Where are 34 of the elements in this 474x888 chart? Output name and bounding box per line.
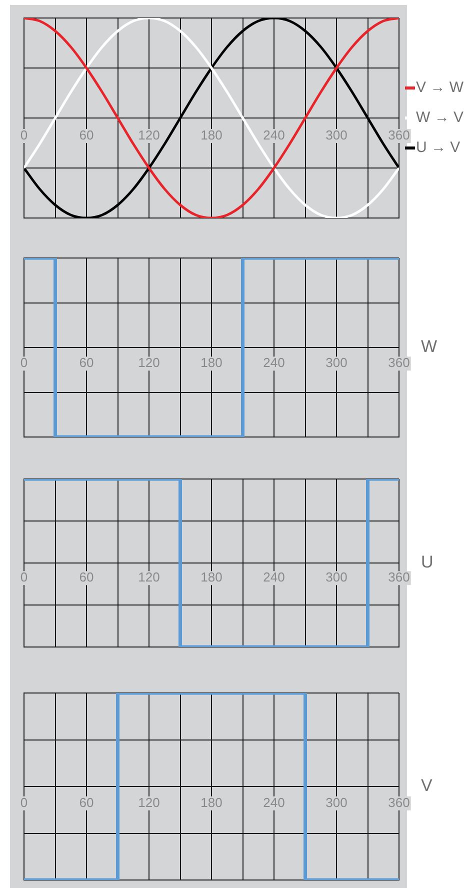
x-tick-label: 300: [326, 794, 348, 810]
x-tick-label: 60: [79, 355, 94, 370]
x-tick-label: 120: [138, 128, 160, 143]
x-tick-label: 60: [79, 128, 94, 143]
text: W: [421, 337, 438, 356]
x-tick-label: 180: [200, 794, 222, 810]
x-tick-label: 360: [388, 794, 410, 810]
x-tick-label: 60: [79, 570, 94, 585]
x-tick-label: 0: [20, 128, 28, 143]
x-tick-label: 360: [388, 570, 410, 585]
x-tick-label: 180: [200, 570, 222, 585]
x-tick-label: 360: [388, 355, 410, 370]
x-tick-label: 180: [200, 355, 222, 370]
x-tick-label: 240: [263, 355, 285, 370]
x-tick-label: 300: [326, 128, 348, 143]
x-tick-label: 0: [20, 355, 28, 370]
legend-label: W → V: [416, 109, 464, 126]
x-tick-label: 240: [263, 128, 285, 143]
x-tick-label: 300: [326, 355, 348, 370]
x-tick-label: 120: [138, 355, 160, 370]
text: U: [421, 552, 434, 572]
x-tick-label: 60: [79, 794, 94, 810]
x-tick-label: 300: [326, 570, 348, 585]
x-tick-label: 360: [388, 128, 410, 143]
x-tick-label: 240: [263, 794, 285, 810]
x-tick-label: 0: [20, 794, 28, 810]
text: V: [421, 776, 433, 796]
x-tick-label: 240: [263, 570, 285, 585]
x-tick-label: 120: [138, 570, 160, 585]
x-tick-label: 0: [20, 570, 28, 585]
x-tick-label: 120: [138, 794, 160, 810]
legend-label: V → W: [416, 79, 464, 96]
x-tick-label: 180: [200, 128, 222, 143]
legend-label: U → V: [416, 139, 460, 156]
